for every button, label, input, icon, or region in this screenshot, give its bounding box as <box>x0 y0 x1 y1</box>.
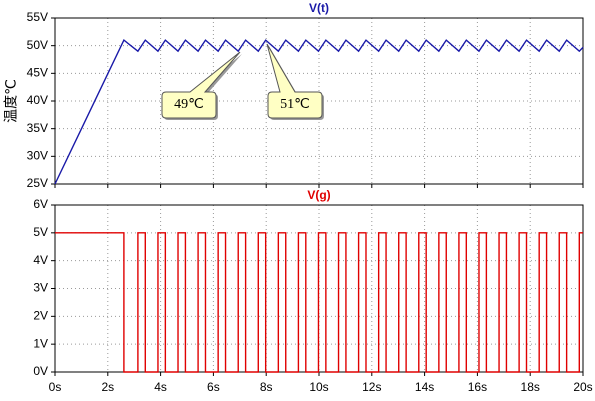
x-tick-label: 12s <box>362 380 381 394</box>
y-tick-label: 6V <box>33 197 48 211</box>
plot-frame <box>54 17 584 185</box>
y-axis-label: 温度℃ <box>3 79 19 123</box>
y-tick-label: 40V <box>27 93 48 107</box>
x-tick-label: 0s <box>49 380 62 394</box>
y-tick-label: 30V <box>27 149 48 163</box>
callout <box>266 43 323 119</box>
y-tick-label: 45V <box>27 66 48 80</box>
x-tick-label: 18s <box>521 380 540 394</box>
y-tick-label: 25V <box>27 176 48 190</box>
y-tick-label: 3V <box>33 281 48 295</box>
x-tick-label: 20s <box>573 380 592 394</box>
y-tick-label: 4V <box>33 253 48 267</box>
callout-label: 49℃ <box>174 97 204 112</box>
y-tick-label: 1V <box>33 336 48 350</box>
x-tick-label: 2s <box>101 380 114 394</box>
y-tick-label: 50V <box>27 38 48 52</box>
x-tick-label: 8s <box>260 380 273 394</box>
x-tick-label: 14s <box>415 380 434 394</box>
y-tick-label: 0V <box>33 364 48 378</box>
callout-label: 51℃ <box>280 97 310 112</box>
y-tick-label: 35V <box>27 121 48 135</box>
y-tick-label: 55V <box>27 10 48 24</box>
callout <box>161 51 241 119</box>
series-line <box>55 232 583 373</box>
x-tick-label: 10s <box>309 380 328 394</box>
plot-title: V(t) <box>309 1 329 15</box>
x-tick-label: 16s <box>468 380 487 394</box>
y-tick-label: 5V <box>33 225 48 239</box>
x-tick-label: 4s <box>154 380 167 394</box>
x-tick-label: 6s <box>207 380 220 394</box>
plot-title: V(g) <box>307 188 330 202</box>
series-line <box>54 39 584 185</box>
y-tick-label: 2V <box>33 309 48 323</box>
